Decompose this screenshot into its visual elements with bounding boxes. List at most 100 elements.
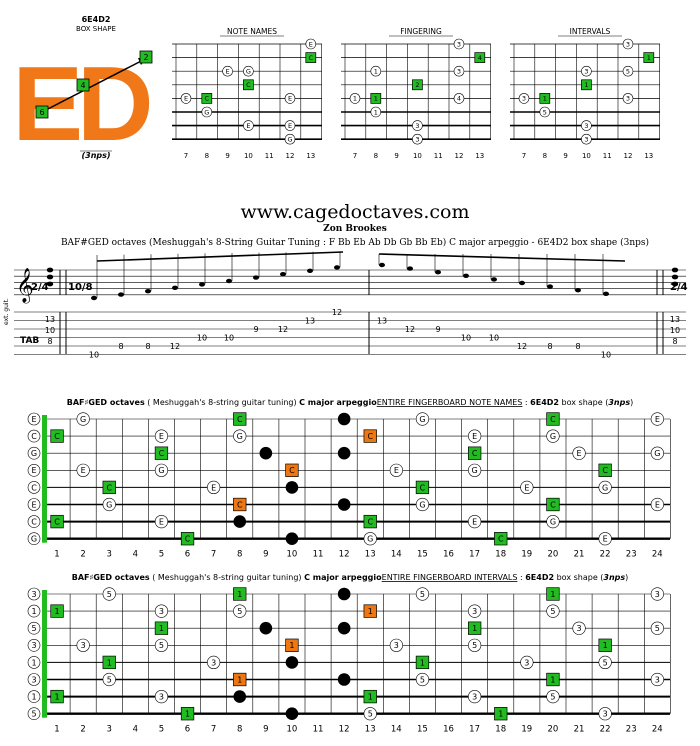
fret-dot: C (363, 429, 377, 443)
mini-fret-number: 8 (374, 152, 378, 160)
svg-text:G: G (237, 432, 243, 441)
fret-dot: 5 (102, 587, 116, 601)
fret-dot: E (572, 446, 586, 460)
fret-dot: G (154, 463, 169, 477)
run-note (435, 270, 441, 275)
fret-number: 12 (339, 725, 350, 735)
svg-text:C: C (309, 54, 314, 62)
fret-dot: C (233, 497, 247, 512)
mini-dot: C (201, 93, 213, 104)
svg-text:E: E (472, 432, 477, 441)
shape-letters: ED (12, 45, 150, 163)
svg-text:5: 5 (31, 624, 36, 633)
mini-fret-number: 12 (455, 152, 464, 160)
fret-number: 19 (521, 550, 532, 560)
run-note (172, 285, 178, 290)
tab-number: 10 (224, 334, 234, 343)
open-string-label: 5 (27, 707, 41, 721)
mini-title: FINGERING (400, 27, 442, 36)
run-note (280, 272, 286, 277)
fret-dot: 5 (415, 672, 430, 687)
fret-dot: G (285, 481, 299, 494)
svg-text:E: E (288, 95, 292, 103)
svg-text:1: 1 (550, 590, 555, 599)
fret-number: 9 (263, 550, 268, 560)
svg-text:C: C (54, 517, 60, 526)
svg-text:C: C (31, 432, 37, 441)
run-note (407, 266, 413, 271)
svg-text:1: 1 (498, 710, 503, 719)
mini-fret-number: 10 (582, 152, 591, 160)
svg-text:5: 5 (237, 607, 242, 616)
svg-text:C: C (367, 517, 373, 526)
fret-number: 17 (469, 725, 480, 735)
fret-dot: 1 (50, 604, 64, 618)
fret-dot: E (154, 429, 169, 443)
tab-number: 10 (670, 326, 680, 335)
mini-dot: 3 (581, 120, 592, 131)
fingerboard-note-names: BAF♯GED octaves ( Meshuggah's 8-string g… (27, 398, 671, 560)
fret-dot: 1 (233, 672, 247, 687)
svg-text:3: 3 (263, 624, 269, 633)
svg-text:1: 1 (289, 641, 294, 650)
mini-dot: 5 (539, 106, 551, 118)
svg-text:3: 3 (472, 692, 477, 701)
beam (378, 253, 626, 262)
fret-dot: C (233, 412, 247, 426)
fret-number: 20 (547, 550, 558, 560)
mini-dot: 4 (453, 93, 465, 104)
svg-text:G: G (367, 535, 373, 544)
fret-dot: C (546, 497, 560, 512)
fret-dot: C (415, 480, 430, 495)
mini-dot: 1 (370, 65, 382, 77)
svg-text:C: C (31, 517, 37, 526)
fret-number: 22 (600, 550, 611, 560)
score-title: BAF#GED octaves (Meshuggah's 8-String Gu… (61, 237, 649, 248)
mini-dot: E (305, 38, 317, 50)
fret-number: 2 (80, 550, 85, 560)
mini-dot: 3 (622, 38, 634, 50)
svg-text:3: 3 (626, 40, 630, 48)
fret-dot: E (154, 514, 169, 529)
mini-dot: 1 (349, 93, 361, 104)
fret-dot: E (337, 498, 351, 511)
svg-text:1: 1 (368, 692, 373, 701)
fret-dot: 1 (102, 655, 116, 670)
chord-note (46, 274, 54, 280)
mini-dot: 3 (453, 38, 465, 50)
open-string-label: 1 (27, 690, 41, 703)
run-note (519, 280, 525, 286)
svg-text:C: C (237, 500, 243, 509)
mini-dot: 4 (474, 52, 486, 63)
open-string-label: 1 (27, 604, 41, 618)
fret-number: 22 (600, 725, 611, 735)
tab-number: 9 (435, 325, 440, 334)
svg-text:G: G (654, 449, 660, 458)
fret-dot: 1 (180, 707, 195, 721)
svg-text:3: 3 (159, 692, 164, 701)
mini-dot: 1 (370, 93, 382, 104)
tab-number: 10 (461, 334, 471, 343)
mini-dot: C (243, 79, 254, 91)
time-sig-1: 2/4 (31, 282, 49, 293)
mini-dot: 1 (581, 79, 592, 91)
board-title: BAF♯GED octaves ( Meshuggah's 8-string g… (72, 573, 629, 582)
svg-text:2: 2 (143, 53, 148, 62)
mini-dot: E (243, 120, 254, 131)
fret-number: 14 (391, 550, 402, 560)
run-note (463, 273, 469, 278)
svg-text:E: E (655, 500, 660, 509)
svg-text:C: C (159, 449, 165, 458)
fret-dot: E (337, 412, 351, 426)
svg-text:E: E (184, 95, 188, 103)
fret-dot: C (154, 446, 169, 460)
fret-dot: G (233, 515, 247, 528)
mini-fret-number: 8 (205, 152, 209, 160)
svg-text:C: C (246, 81, 251, 89)
mini-dot: 3 (412, 133, 423, 145)
svg-text:4: 4 (80, 81, 85, 90)
mini-dot: 3 (622, 93, 634, 104)
svg-text:5: 5 (550, 607, 555, 616)
svg-text:5: 5 (159, 641, 164, 650)
